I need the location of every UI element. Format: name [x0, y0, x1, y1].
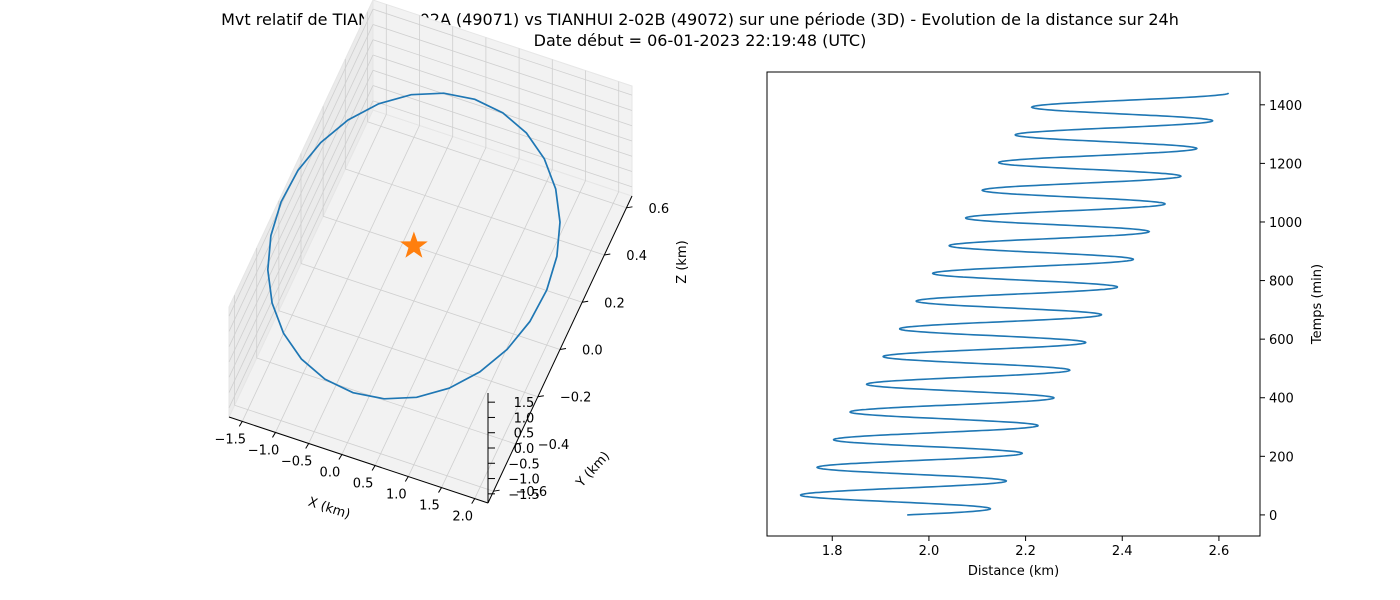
- gridline: [372, 54, 633, 142]
- y-tick-label: 200: [1269, 450, 1294, 465]
- y-tick-mark: [582, 300, 589, 303]
- y-tick-label: 1000: [1269, 216, 1302, 231]
- star-marker: [400, 231, 428, 258]
- y-tick-label: −0.6: [516, 485, 548, 500]
- gridline: [228, 85, 374, 393]
- y-axis-label: Temps (min): [1310, 264, 1325, 345]
- y-tick-label: 1200: [1269, 157, 1302, 172]
- 3d-tick-labels: −1.5−1.0−0.50.00.51.01.52.0−0.6−0.4−0.20…: [214, 202, 669, 525]
- gridline: [228, 54, 374, 363]
- y-tick-label: 0: [1269, 509, 1277, 524]
- x-tick-label: 2.0: [919, 544, 940, 559]
- z-tick-label: 0.0: [514, 442, 535, 457]
- 2d-ticks: 1.8 2.0 2.2 2.4 2.6 0 200 400 600 800 1000 1200 1400: [822, 99, 1302, 559]
- y-tick-mark: [537, 395, 544, 398]
- x-axis-line: [228, 416, 489, 504]
- y-tick-mark: [626, 206, 633, 209]
- gridline: [278, 310, 538, 398]
- z-tick-label: −0.5: [508, 457, 540, 472]
- gridline: [345, 168, 605, 256]
- x-tick-mark: [471, 498, 476, 504]
- gridline: [367, 121, 627, 209]
- x-tick-label: 2.4: [1112, 544, 1133, 559]
- figure-title-line1: Mvt relatif de TIANHUI 2-02A (49071) vs …: [221, 10, 1179, 29]
- z-tick-label: 1.0: [514, 411, 535, 426]
- y-tick-label: −0.2: [560, 391, 592, 406]
- x-tick-label: 2.6: [1209, 544, 1230, 559]
- figure-title-line2: Date début = 06-01-2023 22:19:48 (UTC): [533, 31, 867, 50]
- gridline: [372, 100, 633, 188]
- orbit-line: [266, 92, 561, 400]
- y-tick-label: 600: [1269, 333, 1294, 348]
- 3d-gridlines: [228, 4, 633, 499]
- x-tick-mark: [238, 421, 243, 427]
- z-axis-label-3d: Z (km): [675, 240, 690, 283]
- gridline: [372, 8, 633, 96]
- y-tick-label: 0.4: [626, 249, 647, 264]
- x-tick-label: −1.5: [214, 432, 246, 447]
- gridline: [228, 39, 374, 347]
- y-tick-mark: [493, 489, 500, 492]
- x-tick-mark: [305, 443, 310, 449]
- y-tick-label: −0.4: [538, 438, 570, 453]
- gridline: [234, 404, 494, 492]
- x-tick-mark: [272, 432, 276, 438]
- x-tick-label: 0.0: [320, 465, 341, 480]
- x-tick-label: 1.8: [822, 544, 843, 559]
- y-tick-label: 400: [1269, 392, 1294, 407]
- z-tick-label: 1.5: [514, 396, 535, 411]
- plot-frame: [766, 71, 1261, 537]
- x-tick-label: 1.5: [419, 499, 440, 514]
- x-axis-label: Distance (km): [968, 564, 1059, 579]
- distance-series-line: [799, 92, 1230, 516]
- gridline: [300, 263, 561, 350]
- gridline: [228, 24, 374, 332]
- gridline: [323, 215, 583, 303]
- y-tick-label: 0.0: [582, 344, 603, 359]
- x-tick-mark: [404, 476, 409, 482]
- x-tick-label: −1.0: [248, 443, 280, 458]
- y-tick-mark: [515, 442, 522, 445]
- z-tick-label: 0.5: [514, 427, 535, 442]
- y-tick-label: 1400: [1269, 99, 1302, 114]
- y-tick-label: 800: [1269, 275, 1294, 290]
- gridline: [256, 357, 516, 445]
- x-tick-mark: [371, 465, 376, 471]
- x-tick-label: 2.0: [452, 510, 473, 525]
- orbit-trajectory: [266, 92, 561, 400]
- gridline: [228, 100, 374, 409]
- gridline: [372, 39, 633, 127]
- gridline: [228, 8, 374, 317]
- z-tick-label: −1.0: [508, 473, 540, 488]
- x-tick-label: 2.2: [1015, 544, 1036, 559]
- x-tick-label: 0.5: [353, 477, 374, 492]
- x-tick-label: 1.0: [386, 488, 407, 503]
- gridline: [228, 70, 374, 378]
- gridline: [372, 85, 633, 172]
- y-tick-label: 0.6: [648, 202, 669, 217]
- x-tick-mark: [338, 454, 343, 460]
- gridline: [372, 24, 633, 111]
- x-tick-mark: [438, 487, 442, 493]
- y-tick-label: 0.2: [604, 296, 625, 311]
- x-tick-label: −0.5: [281, 454, 313, 469]
- y-tick-mark: [559, 348, 567, 350]
- y-tick-mark: [604, 253, 611, 256]
- z-tick-label: −1.5: [508, 488, 540, 503]
- origin-star-marker: [400, 231, 428, 258]
